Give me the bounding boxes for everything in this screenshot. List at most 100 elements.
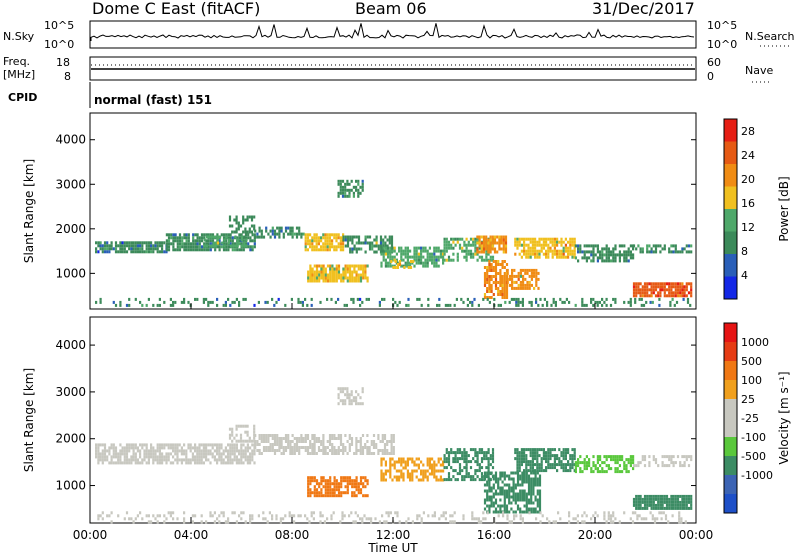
echo-cell [605, 250, 608, 254]
echo-cell [337, 491, 341, 495]
echo-cell [463, 460, 466, 464]
echo-cell [512, 483, 515, 487]
echo-cell [679, 461, 682, 465]
echo-cell [103, 452, 107, 456]
echo-cell [340, 485, 343, 489]
echo-cell [346, 482, 349, 486]
echo-cell [623, 467, 626, 471]
echo-cell [238, 514, 241, 518]
echo-cell [228, 215, 232, 219]
echo-cell [637, 291, 640, 295]
echo-cell [244, 218, 247, 222]
echo-cell [519, 280, 522, 284]
echo-cell [510, 520, 513, 524]
echo-cell [362, 264, 365, 268]
echo-cell [101, 455, 104, 459]
echo-cell [478, 478, 481, 482]
echo-cell [548, 520, 551, 524]
echo-cell [216, 517, 219, 521]
echo-cell [559, 297, 562, 301]
echo-cell [618, 250, 621, 254]
echo-cell [364, 479, 367, 483]
echo-cell [674, 503, 677, 507]
echo-cell [553, 237, 556, 241]
colorbar-segment [724, 254, 737, 277]
echo-cell [167, 452, 170, 456]
echo-cell [635, 506, 638, 510]
beam-title: Beam 06 [355, 0, 427, 18]
echo-cell [280, 440, 283, 443]
echo-cell [216, 449, 219, 453]
echo-cell [196, 239, 199, 243]
echo-cell [220, 461, 223, 465]
echo-cell [556, 463, 559, 467]
echo-cell [359, 273, 363, 277]
echo-cell [383, 520, 386, 524]
echo-cell [449, 514, 452, 518]
echo-cell [322, 479, 325, 483]
echo-cell [560, 463, 563, 467]
echo-cell [320, 443, 323, 446]
echo-cell [346, 182, 349, 186]
echo-cell [176, 458, 179, 462]
echo-cell [200, 520, 203, 524]
echo-cell [654, 497, 658, 501]
echo-cell [258, 434, 261, 437]
echo-cell [406, 460, 409, 464]
echo-cell [348, 476, 352, 480]
echo-cell [393, 255, 396, 259]
echo-cell [547, 451, 550, 455]
echo-cell [422, 463, 425, 467]
echo-cell [324, 248, 327, 252]
echo-cell [674, 506, 677, 510]
echo-cell [337, 245, 340, 249]
echo-cell [605, 464, 608, 468]
echo-cell [253, 215, 256, 219]
echo-cell [400, 469, 403, 473]
echo-cell [478, 250, 481, 254]
echo-cell [529, 255, 532, 259]
echo-cell [527, 237, 530, 241]
echo-cell [665, 282, 669, 286]
echo-cell [246, 433, 249, 437]
echo-cell [607, 467, 610, 471]
echo-cell [558, 463, 561, 467]
echo-cell [538, 483, 542, 487]
echo-cell [603, 455, 606, 459]
echo-cell [478, 451, 481, 455]
echo-cell [357, 491, 360, 495]
echo-cell [172, 446, 175, 450]
echo-cell [477, 303, 480, 307]
echo-cell [465, 252, 468, 256]
echo-cell [359, 264, 363, 268]
echo-cell [525, 448, 528, 452]
echo-cell [382, 244, 385, 248]
echo-cell [668, 291, 671, 295]
echo-cell [623, 300, 626, 304]
echo-cell [224, 300, 227, 304]
echo-cell [422, 246, 425, 250]
echo-cell [228, 224, 232, 228]
echo-cell [170, 242, 173, 246]
echo-cell [478, 246, 481, 250]
echo-cell [623, 464, 626, 468]
echo-cell [574, 303, 577, 307]
echo-cell [344, 485, 347, 489]
echo-cell [222, 236, 226, 240]
echo-cell [106, 455, 109, 459]
echo-cell [125, 244, 129, 248]
echo-cell [527, 460, 530, 464]
echo-cell [465, 243, 468, 247]
echo-cell [333, 279, 336, 283]
echo-cell [121, 446, 124, 450]
sky-panel-frame [89, 20, 697, 49]
echo-cell [511, 268, 514, 272]
echo-cell [380, 460, 383, 464]
echo-cell [502, 511, 505, 515]
echo-cell [424, 246, 427, 250]
echo-cell [500, 241, 503, 245]
echo-cell [529, 469, 532, 473]
echo-cell [521, 477, 524, 481]
echo-cell [357, 440, 360, 443]
echo-cell [469, 475, 473, 479]
